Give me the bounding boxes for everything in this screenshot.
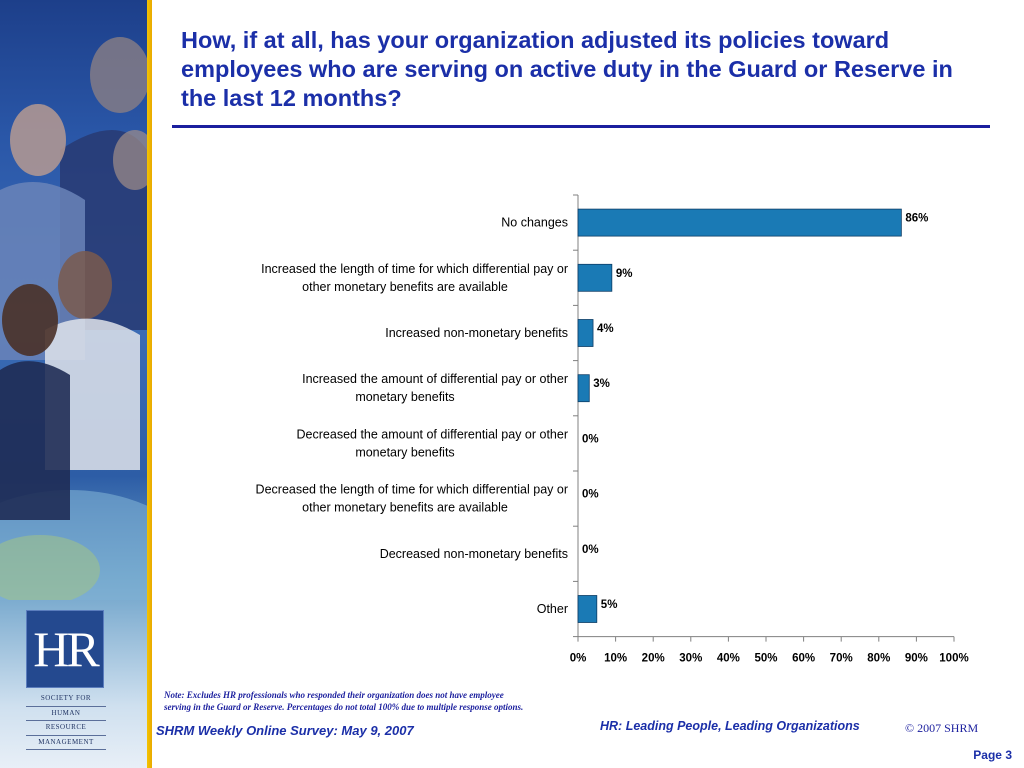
category-label: Decreased non-monetary benefits: [380, 547, 568, 561]
title-underline: [172, 125, 990, 128]
value-label: 0%: [582, 489, 599, 501]
value-label: 4%: [597, 323, 614, 335]
bar-chart: 0% 10% 20% 30% 40% 50% 60% 70% 80% 90% 100% 86% No c…: [256, 194, 969, 665]
category-label: other monetary benefits are available: [302, 280, 508, 294]
gold-divider-strip: [147, 0, 152, 768]
category-label: Increased the length of time for which d…: [261, 262, 568, 276]
x-tick-label: 80%: [867, 653, 890, 665]
society-line2: HUMAN: [26, 707, 106, 721]
society-line4: MANAGEMENT: [26, 736, 106, 750]
category-label: other monetary benefits are available: [302, 501, 508, 515]
left-sidebar-photo: HR SOCIETY FOR HUMAN RESOURCE MANAGEMENT: [0, 0, 147, 768]
bar: [577, 263, 613, 292]
category-label: Decreased the amount of differential pay…: [297, 427, 568, 441]
category-label: Increased the amount of differential pay…: [302, 372, 568, 386]
value-label: 0%: [582, 433, 599, 445]
survey-source: SHRM Weekly Online Survey: May 9, 2007: [156, 723, 414, 738]
value-label: 3%: [593, 378, 610, 390]
category-label: monetary benefits: [355, 390, 454, 404]
category-label: Decreased the length of time for which d…: [256, 483, 568, 497]
footnote-line2: serving in the Guard or Reserve. Percent…: [164, 702, 524, 712]
x-tick-label: 10%: [604, 653, 627, 665]
x-tick-label: 100%: [939, 653, 968, 665]
bar: [577, 319, 594, 347]
value-label: 9%: [616, 268, 633, 280]
society-line1: SOCIETY FOR: [26, 692, 106, 707]
society-text: SOCIETY FOR HUMAN RESOURCE MANAGEMENT: [26, 692, 106, 750]
category-label: Other: [537, 602, 568, 616]
page-number: Page 3: [973, 748, 1012, 762]
people-photo-illustration: [0, 37, 147, 600]
category-label: Increased non-monetary benefits: [385, 326, 568, 340]
hr-logo: HR: [26, 610, 104, 688]
x-tick-label: 70%: [830, 653, 853, 665]
x-tick-label: 60%: [792, 653, 815, 665]
category-label: monetary benefits: [355, 445, 454, 459]
slide-title: How, if at all, has your organization ad…: [181, 27, 953, 111]
x-tick-label: 0%: [570, 653, 587, 665]
value-label: 0%: [582, 544, 599, 556]
bar: [577, 208, 902, 237]
bar: [577, 595, 598, 623]
society-line3: RESOURCE: [26, 721, 106, 736]
x-tick-label: 30%: [679, 653, 702, 665]
globe-land: [0, 535, 100, 600]
category-label: No changes: [501, 216, 568, 230]
tagline: HR: Leading People, Leading Organization…: [600, 719, 860, 733]
value-label: 86%: [905, 213, 928, 225]
footnote: Note: Excludes HR professionals who resp…: [164, 689, 644, 713]
value-label: 5%: [601, 599, 618, 611]
x-tick-label: 90%: [905, 653, 928, 665]
copyright: © 2007 SHRM: [905, 721, 979, 735]
footnote-line1: Note: Excludes HR professionals who resp…: [164, 690, 504, 700]
x-tick-label: 40%: [717, 653, 740, 665]
x-tick-label: 50%: [754, 653, 777, 665]
x-tick-label: 20%: [642, 653, 665, 665]
bar: [577, 374, 590, 403]
hr-logo-letters: HR: [33, 621, 99, 677]
